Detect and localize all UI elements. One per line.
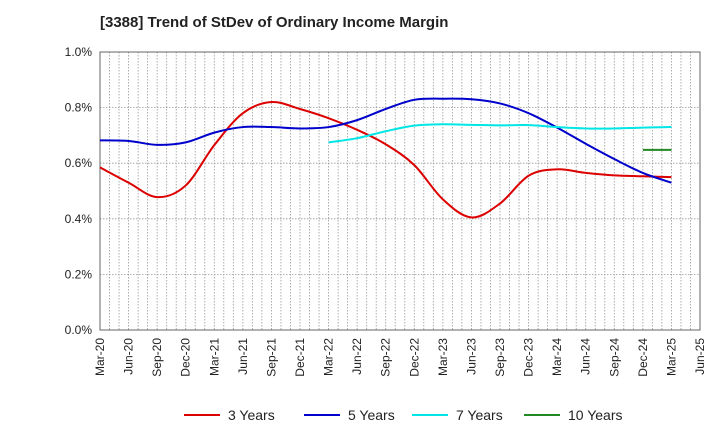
x-tick-label: Mar-23 <box>436 338 450 376</box>
legend-label: 5 Years <box>348 407 395 423</box>
x-tick-label: Mar-20 <box>93 338 107 376</box>
legend-swatch <box>412 414 448 416</box>
series-line-5-years <box>99 97 672 184</box>
x-tick-label: Jun-22 <box>350 338 364 375</box>
x-tick-label: Jun-24 <box>579 338 593 375</box>
legend-item: 7 Years <box>412 404 503 426</box>
y-tick-label: 0.2% <box>65 267 93 281</box>
x-tick-label: Sep-23 <box>493 338 507 377</box>
series-line-3-years <box>99 101 672 219</box>
legend-swatch <box>184 414 220 416</box>
y-tick-label: 0.0% <box>65 323 93 337</box>
legend: 3 Years 5 Years 7 Years 10 Years <box>0 404 720 426</box>
x-tick-label: Sep-21 <box>264 338 278 377</box>
legend-label: 7 Years <box>456 407 503 423</box>
x-tick-label: Dec-23 <box>522 338 536 377</box>
x-tick-label: Sep-20 <box>150 338 164 377</box>
x-tick-label: Mar-21 <box>207 338 221 376</box>
x-tick-label: Dec-20 <box>179 338 193 377</box>
plot-area <box>100 52 700 330</box>
x-tick-label: Jun-21 <box>236 338 250 375</box>
x-tick-label: Dec-24 <box>636 338 650 377</box>
legend-swatch <box>524 414 560 416</box>
x-tick-label: Sep-24 <box>607 338 621 377</box>
chart-title: [3388] Trend of StDev of Ordinary Income… <box>100 14 449 31</box>
x-tick-label: Mar-24 <box>550 338 564 376</box>
legend-item: 5 Years <box>304 404 395 426</box>
y-tick-label: 0.6% <box>65 156 93 170</box>
x-tick-label: Jun-25 <box>693 338 707 375</box>
x-tick-label: Jun-20 <box>122 338 136 375</box>
x-tick-label: Dec-22 <box>407 338 421 377</box>
y-tick-label: 1.0% <box>65 45 93 59</box>
x-tick-label: Dec-21 <box>293 338 307 377</box>
x-tick-label: Mar-22 <box>322 338 336 376</box>
legend-label: 10 Years <box>568 407 623 423</box>
legend-swatch <box>304 414 340 416</box>
x-tick-label: Mar-25 <box>664 338 678 376</box>
y-tick-label: 0.8% <box>65 101 93 115</box>
legend-item: 3 Years <box>184 404 275 426</box>
legend-item: 10 Years <box>524 404 623 426</box>
series-line-7-years <box>328 123 672 144</box>
legend-label: 3 Years <box>228 407 275 423</box>
y-tick-label: 0.4% <box>65 212 93 226</box>
x-tick-label: Sep-22 <box>379 338 393 377</box>
plot-border <box>99 51 701 331</box>
x-tick-label: Jun-23 <box>464 338 478 375</box>
